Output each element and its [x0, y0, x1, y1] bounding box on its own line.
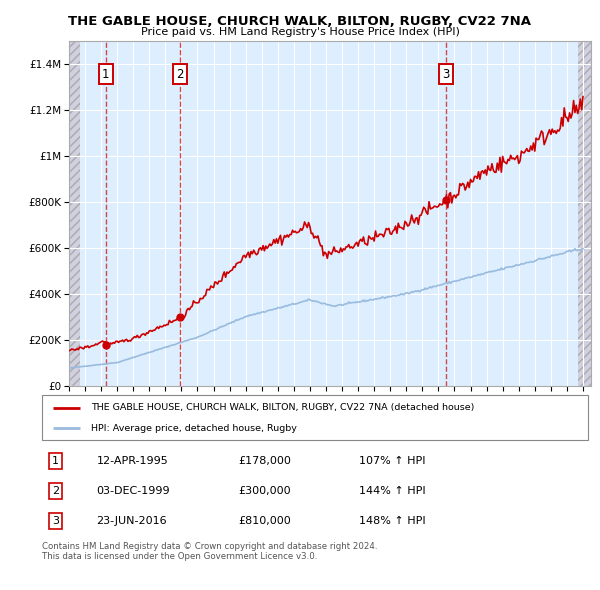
Text: THE GABLE HOUSE, CHURCH WALK, BILTON, RUGBY, CV22 7NA (detached house): THE GABLE HOUSE, CHURCH WALK, BILTON, RU…: [91, 403, 475, 412]
Bar: [69, 41, 80, 386]
Text: 144% ↑ HPI: 144% ↑ HPI: [359, 486, 425, 496]
Text: 2: 2: [52, 486, 59, 496]
Text: 107% ↑ HPI: 107% ↑ HPI: [359, 456, 425, 466]
Text: Price paid vs. HM Land Registry's House Price Index (HPI): Price paid vs. HM Land Registry's House …: [140, 27, 460, 37]
Text: £300,000: £300,000: [239, 486, 291, 496]
Text: 1: 1: [52, 456, 59, 466]
Text: HPI: Average price, detached house, Rugby: HPI: Average price, detached house, Rugb…: [91, 424, 297, 433]
Text: £810,000: £810,000: [239, 516, 292, 526]
Text: £178,000: £178,000: [239, 456, 292, 466]
Text: 148% ↑ HPI: 148% ↑ HPI: [359, 516, 425, 526]
Text: 3: 3: [52, 516, 59, 526]
Text: 23-JUN-2016: 23-JUN-2016: [97, 516, 167, 526]
FancyBboxPatch shape: [42, 395, 588, 440]
Text: Contains HM Land Registry data © Crown copyright and database right 2024.
This d: Contains HM Land Registry data © Crown c…: [42, 542, 377, 561]
Text: 1: 1: [102, 68, 109, 81]
Text: THE GABLE HOUSE, CHURCH WALK, BILTON, RUGBY, CV22 7NA: THE GABLE HOUSE, CHURCH WALK, BILTON, RU…: [68, 15, 532, 28]
Text: 03-DEC-1999: 03-DEC-1999: [97, 486, 170, 496]
Text: 12-APR-1995: 12-APR-1995: [97, 456, 169, 466]
Text: 2: 2: [176, 68, 184, 81]
Bar: [578, 41, 591, 386]
Text: 3: 3: [442, 68, 450, 81]
